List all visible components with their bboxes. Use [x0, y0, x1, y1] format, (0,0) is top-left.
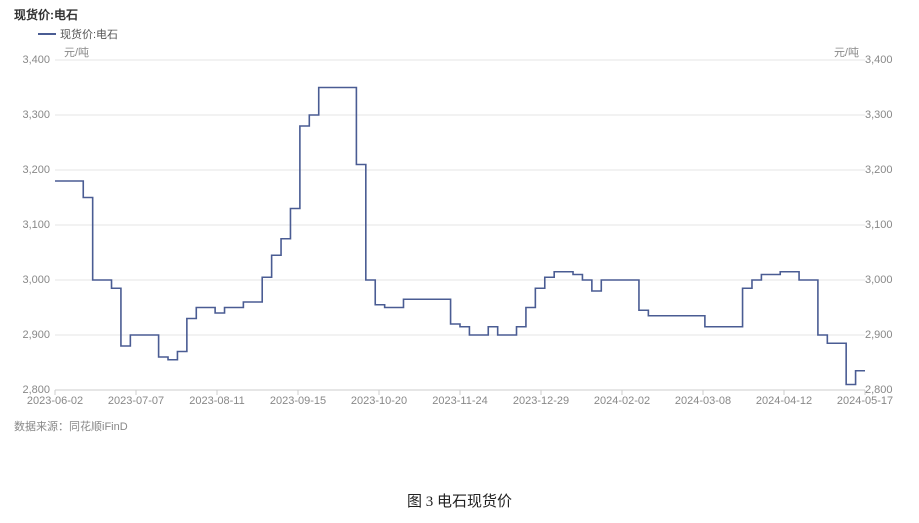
y-tick-right: 3,400: [865, 54, 905, 66]
y-axis-unit-right: 元/吨: [834, 44, 859, 60]
y-tick-left: 3,000: [10, 274, 50, 286]
x-tick-label: 2024-04-12: [756, 395, 812, 407]
x-tick-label: 2023-07-07: [108, 395, 164, 407]
data-source: 数据来源：同花顺iFinD: [14, 418, 128, 434]
y-tick-left: 3,100: [10, 219, 50, 231]
plot-svg: [55, 60, 865, 390]
legend-swatch: [38, 33, 56, 35]
y-tick-left: 3,200: [10, 164, 50, 176]
chart-container: 现货价:电石 现货价:电石 元/吨 元/吨 2,8002,8002,9002,9…: [0, 0, 919, 523]
y-tick-right: 3,300: [865, 109, 905, 121]
x-tick-label: 2024-03-08: [675, 395, 731, 407]
x-tick-label: 2024-02-02: [594, 395, 650, 407]
y-tick-left: 3,400: [10, 54, 50, 66]
y-tick-left: 2,900: [10, 329, 50, 341]
x-tick-label: 2023-08-11: [189, 395, 244, 407]
y-tick-right: 3,000: [865, 274, 905, 286]
y-tick-right: 2,900: [865, 329, 905, 341]
x-tick-label: 2023-06-02: [27, 395, 83, 407]
x-tick-label: 2023-11-24: [432, 395, 487, 407]
x-tick-label: 2023-12-29: [513, 395, 569, 407]
y-axis-unit-left: 元/吨: [64, 44, 89, 60]
legend: 现货价:电石: [38, 26, 118, 42]
y-tick-left: 3,300: [10, 109, 50, 121]
x-tick-label: 2024-05-17: [837, 395, 893, 407]
y-tick-right: 3,200: [865, 164, 905, 176]
legend-label: 现货价:电石: [60, 26, 118, 42]
x-tick-label: 2023-10-20: [351, 395, 407, 407]
plot-area: [55, 60, 865, 390]
figure-caption: 图 3 电石现货价: [0, 490, 919, 511]
x-tick-label: 2023-09-15: [270, 395, 326, 407]
chart-title: 现货价:电石: [14, 6, 78, 23]
y-tick-right: 3,100: [865, 219, 905, 231]
